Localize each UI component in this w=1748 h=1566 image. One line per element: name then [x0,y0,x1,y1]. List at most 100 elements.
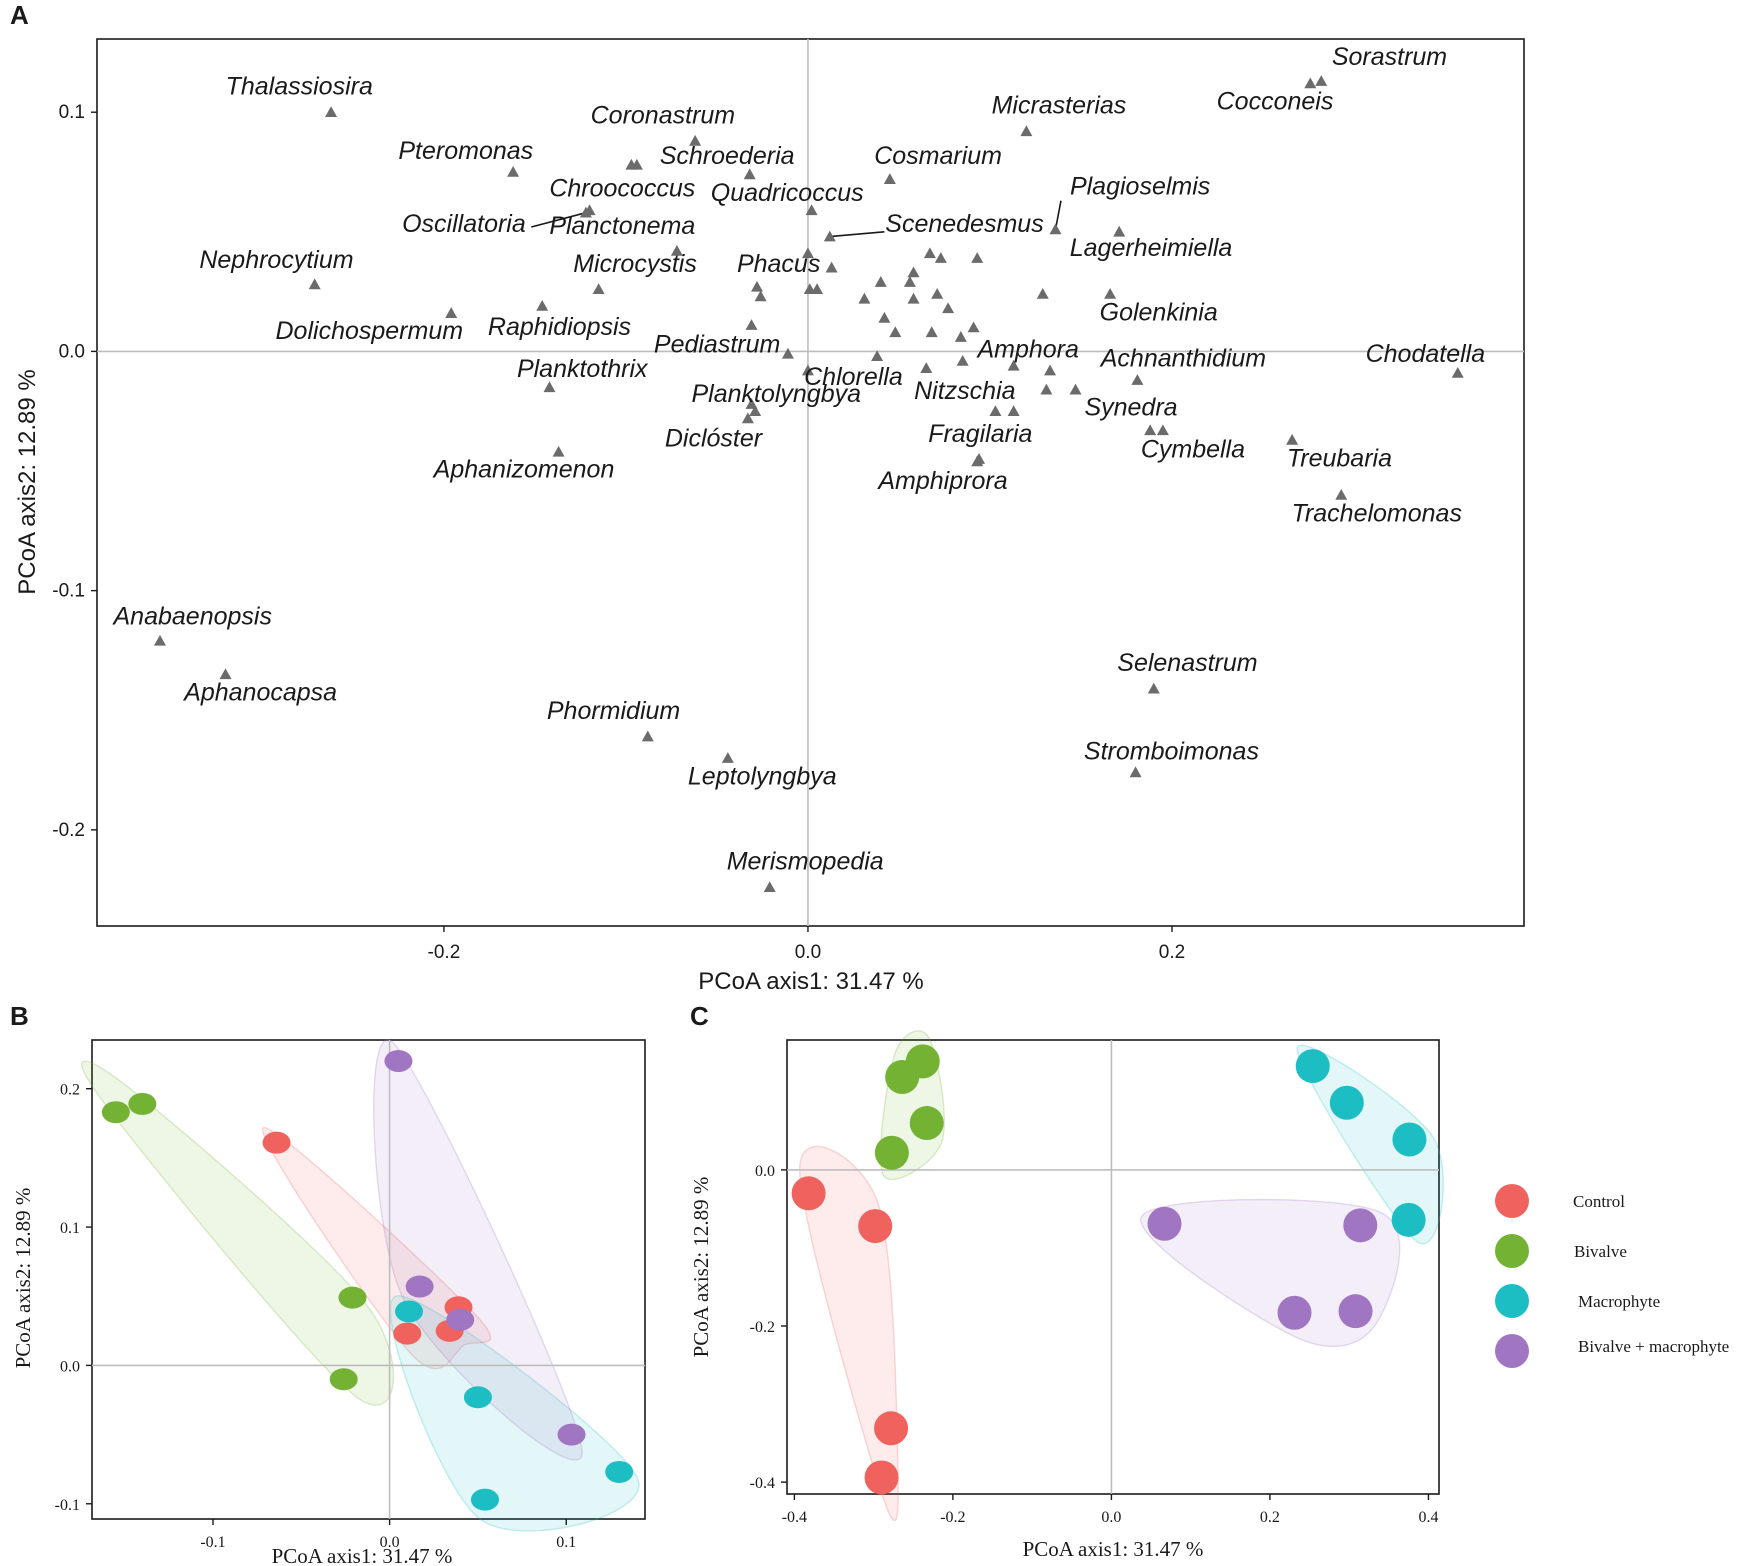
legend-swatch-macrophyte [1495,1284,1529,1318]
panel-b-point-bivalve-macrophyte [405,1275,434,1298]
genus-label-synedra: Synedra [1084,393,1177,421]
panel-c-x-tick-label: 0.2 [1260,1509,1280,1526]
genus-point-sorastrum [1315,75,1328,86]
panel-c-chart: -0.4 -0.2 0.0 0.2 0.4 -0.4 -0.2 0.0 PCoA axis1… [689,1030,1444,1561]
genus-label-raphidiopsis: Raphidiopsis [488,313,631,341]
genus-label-chodatella: Chodatella [1366,340,1486,368]
genus-point-phacus [754,290,767,302]
genus-label-cymbella: Cymbella [1141,435,1245,463]
genus-point-dicl-ster [741,412,754,424]
panel-c-point-bivalve [874,1135,909,1170]
genus-label-planktolyngbya: Planktolyngbya [691,380,861,408]
genus-label-quadricoccus: Quadricoccus [711,179,864,207]
panel-c-point-bivalve-macrophyte [1338,1294,1373,1329]
panel-b-x-tick-label: 0.1 [556,1534,576,1551]
panel-a-x-tick-label: -0.2 [428,942,461,963]
panel-c-x-ticks: -0.4 -0.2 0.0 0.2 0.4 [782,1494,1438,1526]
genus-point-synedra [1156,424,1169,436]
panel-c-x-tick-label: -0.4 [782,1509,807,1526]
panel-c-point-macrophyte [1392,1122,1427,1157]
panel-c-y-axis-label: PCoA axis2: 12.89 % [689,1177,713,1358]
panel-b-x-tick-label: 0.0 [380,1534,400,1551]
genus-point-cymbella [1144,424,1157,436]
panel-c-point-macrophyte [1295,1049,1330,1084]
genus-point-schroederia [630,158,643,170]
genus-point-achnanthidium [1131,374,1144,385]
genus-point-plagioselmis [1049,223,1062,235]
panel-b-y-axis-label: PCoA axis2: 12.89 % [11,1188,35,1369]
genus-label-amphiprora: Amphiprora [876,467,1007,495]
panel-c-point-control [858,1209,893,1244]
genus-label-dicl-ster: Diclóster [665,425,764,453]
panel-b-point-control [393,1322,422,1345]
panel-b-y-tick-label: 0.1 [60,1220,80,1237]
genus-label-aphanizomenon: Aphanizomenon [432,456,615,484]
genus-label-amphora: Amphora [975,336,1079,364]
panel-b-frame [91,1039,646,1520]
genus-point-nitzschia [989,405,1002,417]
genus-label-plagioselmis: Plagioselmis [1070,172,1210,200]
genus-label-nephrocytium: Nephrocytium [199,246,353,274]
legend-label-macrophyte: Macrophyte [1578,1292,1660,1311]
genus-label-phacus: Phacus [737,250,820,278]
panel-c-frame [786,1039,1440,1495]
panel-b-x-ticks: -0.1 0.0 0.1 [200,1519,576,1551]
panel-c-point-bivalve-macrophyte [1277,1295,1312,1330]
genus-point-pediastrum [745,319,758,330]
panel-c-point-control [791,1176,826,1211]
panel-a-y-tick-label: -0.1 [52,581,85,602]
panel-b-point-macrophyte [605,1460,634,1483]
legend: Control Bivalve Macrophyte Bivalve + mac… [1495,1184,1729,1368]
genus-label-micrasterias: Micrasterias [992,91,1127,119]
panel-b-point-bivalve [101,1101,130,1124]
panel-b-y-tick-label: 0.0 [60,1358,80,1375]
genus-point-chlorella [801,364,814,376]
genus-point [920,362,933,373]
genus-point-stromboimonas [1129,766,1142,778]
panel-b-point-bivalve-macrophyte [557,1423,586,1446]
panel-b-points [101,1050,634,1511]
panel-c-points [791,1044,1427,1495]
panel-letter-a: A [10,0,29,30]
genus-point-thalassiosira [325,106,338,117]
genus-point-micrasterias [1020,125,1033,137]
genus-point [1007,359,1020,371]
genus-point-golenkinia [1104,288,1117,299]
panel-b-x-axis-label: PCoA axis1: 31.47 % [272,1544,453,1566]
legend-label-bivalve-macrophyte: Bivalve + macrophyte [1578,1337,1729,1356]
genus-point-cosmarium [883,173,896,184]
genus-point [889,326,902,338]
genus-point [825,261,838,273]
genus-label-scenedesmus: Scenedesmus [885,210,1043,238]
panel-b-point-bivalve [128,1092,157,1115]
genus-point [1040,383,1053,395]
genus-point [971,252,984,263]
panel-a-chart: -0.2 0.0 0.2 -0.2 -0.1 0.0 0.1 Thalassiosira S… [14,38,1525,995]
genus-point [942,302,955,314]
genus-label-leptolyngbya: Leptolyngbya [688,763,837,791]
genus-point [878,311,891,323]
panel-b-point-macrophyte [470,1488,499,1511]
genus-point [803,283,816,295]
genus-label-treubaria: Treubaria [1287,444,1392,472]
genus-point-planctonema [670,244,683,256]
genus-point [934,252,947,263]
legend-label-control: Control [1573,1192,1625,1211]
genus-label-dolichospermum: Dolichospermum [276,317,464,345]
panel-b-point-control [262,1131,291,1154]
panel-b-point-bivalve [338,1286,367,1309]
genus-label-anabaenopsis: Anabaenopsis [112,603,272,631]
genus-point-leptolyngbya [721,752,734,763]
genus-point-raphidiopsis [536,299,549,311]
genus-point [1007,405,1020,417]
genus-point-lagerheimiella [1113,225,1126,237]
genus-point [907,292,920,304]
genus-point [745,398,758,409]
panel-b-hull-bivalve-macrophyte [373,1039,583,1461]
panel-a-x-ticks: -0.2 0.0 0.2 [428,926,1185,963]
genus-label-microcystis: Microcystis [573,250,697,278]
panel-a-leader-lines [531,200,1062,238]
genus-label-merismopedia: Merismopedia [727,848,884,876]
genus-label-thalassiosira: Thalassiosira [226,72,373,100]
genus-point-anabaenopsis [153,634,166,646]
